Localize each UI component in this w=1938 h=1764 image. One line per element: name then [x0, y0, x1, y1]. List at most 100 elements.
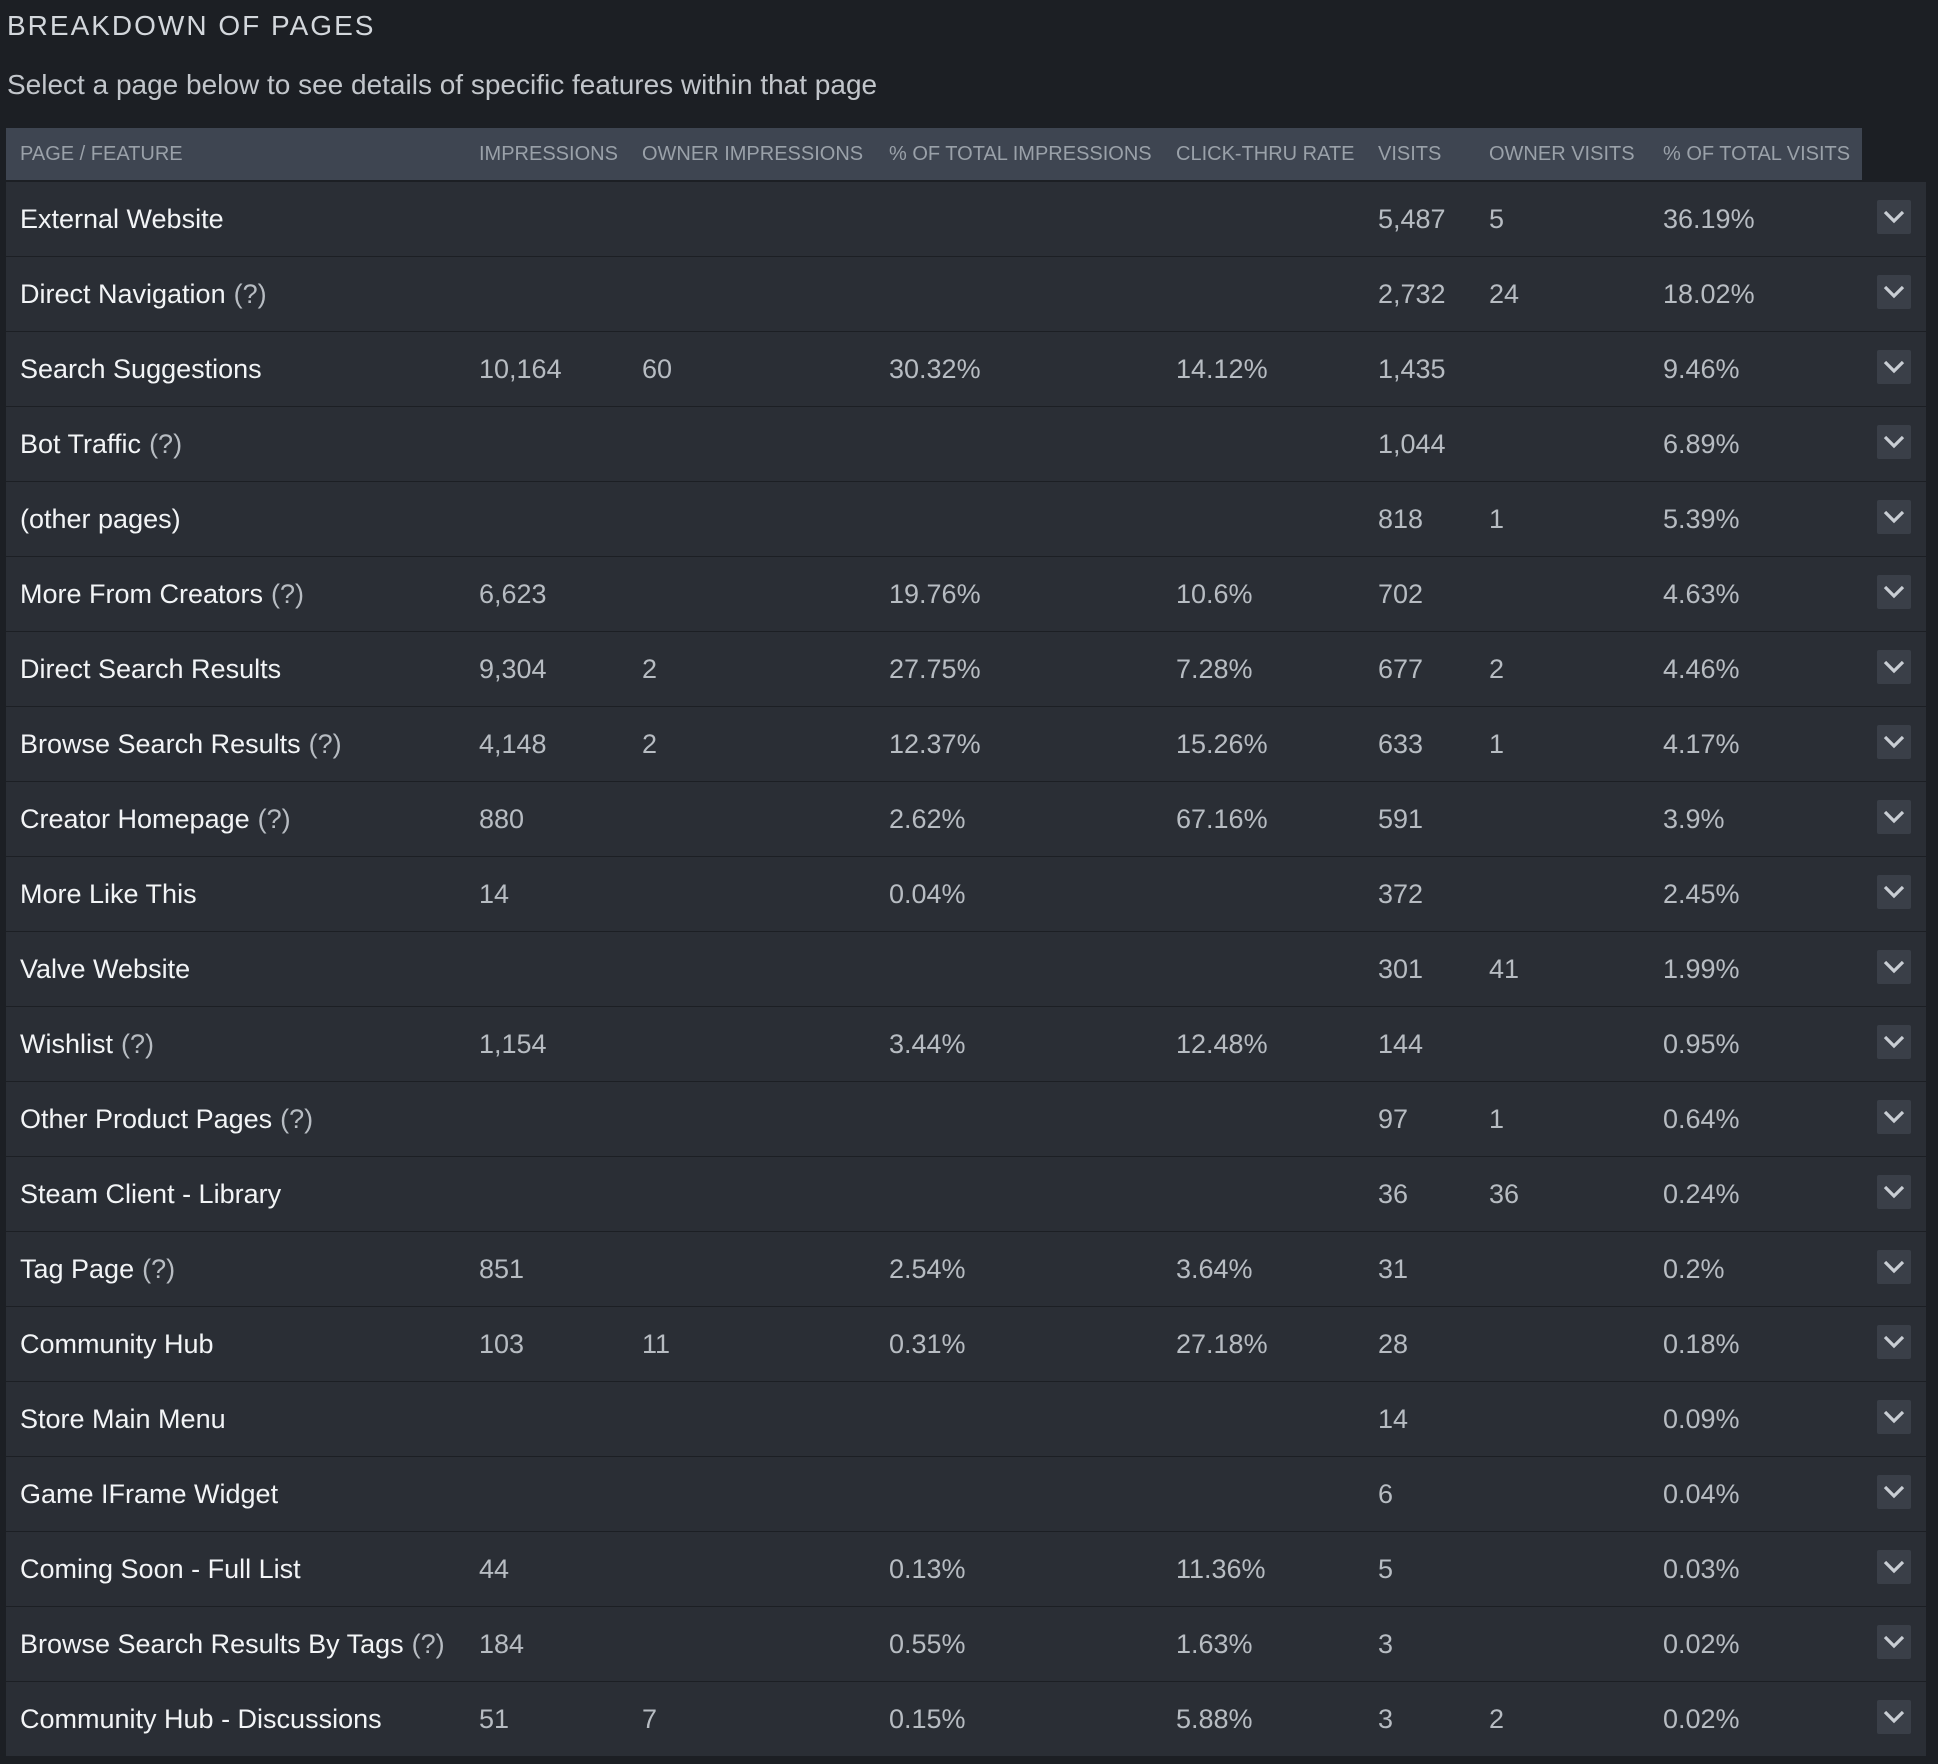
expand-row-button[interactable]: [1877, 200, 1911, 234]
page-name[interactable]: Game IFrame Widget: [20, 1479, 279, 1509]
table-row[interactable]: Community Hub 103 11 0.31% 27.18% 28 0.18%: [6, 1307, 1926, 1382]
expand-row-button[interactable]: [1877, 1250, 1911, 1284]
expand-row-button[interactable]: [1877, 500, 1911, 534]
table-row[interactable]: External Website 5,487 5 36.19%: [6, 182, 1926, 257]
page-name[interactable]: Steam Client - Library: [20, 1179, 282, 1209]
page-feature-cell[interactable]: Bot Traffic (?): [20, 407, 182, 481]
table-row[interactable]: Direct Search Results 9,304 2 27.75% 7.28% 67…: [6, 632, 1926, 707]
expand-row-button[interactable]: [1877, 1325, 1911, 1359]
page-feature-cell[interactable]: Coming Soon - Full List: [20, 1532, 301, 1606]
page-name[interactable]: More From Creators: [20, 579, 264, 609]
expand-row-button[interactable]: [1877, 1025, 1911, 1059]
pct-total-visits-cell: 0.02%: [1663, 1704, 1740, 1734]
help-tooltip-trigger[interactable]: (?): [121, 1029, 154, 1059]
expand-row-button[interactable]: [1877, 725, 1911, 759]
table-row[interactable]: Community Hub - Discussions 51 7 0.15% 5.88%…: [6, 1682, 1926, 1757]
table-row[interactable]: Bot Traffic (?) 1,044 6.89%: [6, 407, 1926, 482]
page-feature-cell[interactable]: Steam Client - Library: [20, 1157, 281, 1231]
page-name[interactable]: Other Product Pages: [20, 1104, 273, 1134]
page-feature-cell[interactable]: Other Product Pages (?): [20, 1082, 313, 1156]
visits-cell: 31: [1378, 1254, 1409, 1284]
help-tooltip-trigger[interactable]: (?): [149, 429, 183, 459]
page-name[interactable]: Tag Page: [20, 1254, 135, 1284]
expand-row-button[interactable]: [1877, 800, 1911, 834]
table-row[interactable]: Valve Website 301 41 1.99%: [6, 932, 1926, 1007]
page-name[interactable]: Bot Traffic: [20, 429, 142, 459]
help-tooltip-trigger[interactable]: (?): [257, 804, 291, 834]
expand-row-button[interactable]: [1877, 875, 1911, 909]
expand-row-button[interactable]: [1877, 1625, 1911, 1659]
page-name[interactable]: Valve Website: [20, 954, 191, 984]
table-row[interactable]: Steam Client - Library 36 36 0.24%: [6, 1157, 1926, 1232]
expand-row-button[interactable]: [1877, 1100, 1911, 1134]
owner-impressions-cell: 7: [642, 1704, 658, 1734]
page-feature-cell[interactable]: More Like This: [20, 857, 197, 931]
table-row[interactable]: Tag Page (?) 851 2.54% 3.64% 31 0.2%: [6, 1232, 1926, 1307]
owner-visits-cell: 36: [1489, 1179, 1520, 1209]
page-name[interactable]: Store Main Menu: [20, 1404, 226, 1434]
page-name[interactable]: Browse Search Results By Tags: [20, 1629, 404, 1659]
pct-total-impressions-cell: 0.13%: [889, 1554, 966, 1584]
expand-row-button[interactable]: [1877, 950, 1911, 984]
table-row[interactable]: Browse Search Results By Tags (?) 184 0.55%…: [6, 1607, 1926, 1682]
page-feature-cell[interactable]: Direct Navigation (?): [20, 257, 267, 331]
page-feature-cell[interactable]: (other pages): [20, 482, 181, 556]
table-row[interactable]: More Like This 14 0.04% 372 2.45%: [6, 857, 1926, 932]
page-name[interactable]: Coming Soon - Full List: [20, 1554, 301, 1584]
table-row[interactable]: Other Product Pages (?) 97 1 0.64%: [6, 1082, 1926, 1157]
pct-total-visits-cell: 36.19%: [1663, 204, 1755, 234]
page-name[interactable]: Community Hub - Discussions: [20, 1704, 382, 1734]
help-tooltip-trigger[interactable]: (?): [280, 1104, 314, 1134]
table-row[interactable]: Search Suggestions 10,164 60 30.32% 14.12% 1,…: [6, 332, 1926, 407]
help-tooltip-trigger[interactable]: (?): [142, 1254, 176, 1284]
table-row[interactable]: Game IFrame Widget 6 0.04%: [6, 1457, 1926, 1532]
table-row[interactable]: Creator Homepage (?) 880 2.62% 67.16% 591 3.9%: [6, 782, 1926, 857]
page-name[interactable]: Wishlist: [20, 1029, 113, 1059]
page-name[interactable]: More Like This: [20, 879, 197, 909]
page-feature-cell[interactable]: Tag Page (?): [20, 1232, 175, 1306]
expand-row-button[interactable]: [1877, 575, 1911, 609]
table-row[interactable]: Direct Navigation (?) 2,732 24 18.02%: [6, 257, 1926, 332]
page-feature-cell[interactable]: Creator Homepage (?): [20, 782, 291, 856]
page-feature-cell[interactable]: Browse Search Results By Tags (?): [20, 1607, 445, 1681]
page-feature-cell[interactable]: More From Creators (?): [20, 557, 304, 631]
expand-row-button[interactable]: [1877, 1550, 1911, 1584]
expand-row-button[interactable]: [1877, 275, 1911, 309]
pages-table: External Website 5,487 5 36.19% Direct Navig…: [6, 182, 1926, 1757]
table-row[interactable]: Browse Search Results (?) 4,148 2 12.37% 15.2…: [6, 707, 1926, 782]
expand-row-button[interactable]: [1877, 1475, 1911, 1509]
expand-row-button[interactable]: [1877, 1700, 1911, 1734]
page-feature-cell[interactable]: Game IFrame Widget: [20, 1457, 278, 1531]
table-row[interactable]: Wishlist (?) 1,154 3.44% 12.48% 144 0.95%: [6, 1007, 1926, 1082]
page-feature-cell[interactable]: Community Hub: [20, 1307, 214, 1381]
page-name[interactable]: Direct Navigation: [20, 279, 226, 309]
table-row[interactable]: Coming Soon - Full List 44 0.13% 11.36% 5 0.0…: [6, 1532, 1926, 1607]
page-feature-cell[interactable]: Wishlist (?): [20, 1007, 154, 1081]
page-feature-cell[interactable]: Browse Search Results (?): [20, 707, 342, 781]
table-row[interactable]: Store Main Menu 14 0.09%: [6, 1382, 1926, 1457]
page-feature-cell[interactable]: Community Hub - Discussions: [20, 1682, 382, 1756]
page-name[interactable]: External Website: [20, 204, 224, 234]
help-tooltip-trigger[interactable]: (?): [233, 279, 267, 309]
page-feature-cell[interactable]: External Website: [20, 182, 224, 256]
page-name[interactable]: Search Suggestions: [20, 354, 262, 384]
page-name[interactable]: Browse Search Results: [20, 729, 301, 759]
expand-row-button[interactable]: [1877, 350, 1911, 384]
page-name[interactable]: Creator Homepage: [20, 804, 250, 834]
table-row[interactable]: (other pages) 818 1 5.39%: [6, 482, 1926, 557]
page-name[interactable]: Direct Search Results: [20, 654, 282, 684]
expand-row-button[interactable]: [1877, 425, 1911, 459]
table-row[interactable]: More From Creators (?) 6,623 19.76% 10.6% 702…: [6, 557, 1926, 632]
page-feature-cell[interactable]: Direct Search Results: [20, 632, 281, 706]
help-tooltip-trigger[interactable]: (?): [411, 1629, 445, 1659]
page-name[interactable]: (other pages): [20, 504, 181, 534]
help-tooltip-trigger[interactable]: (?): [308, 729, 342, 759]
page-feature-cell[interactable]: Search Suggestions: [20, 332, 262, 406]
page-feature-cell[interactable]: Store Main Menu: [20, 1382, 226, 1456]
help-tooltip-trigger[interactable]: (?): [271, 579, 305, 609]
page-name[interactable]: Community Hub: [20, 1329, 214, 1359]
expand-row-button[interactable]: [1877, 650, 1911, 684]
expand-row-button[interactable]: [1877, 1400, 1911, 1434]
page-feature-cell[interactable]: Valve Website: [20, 932, 190, 1006]
expand-row-button[interactable]: [1877, 1175, 1911, 1209]
